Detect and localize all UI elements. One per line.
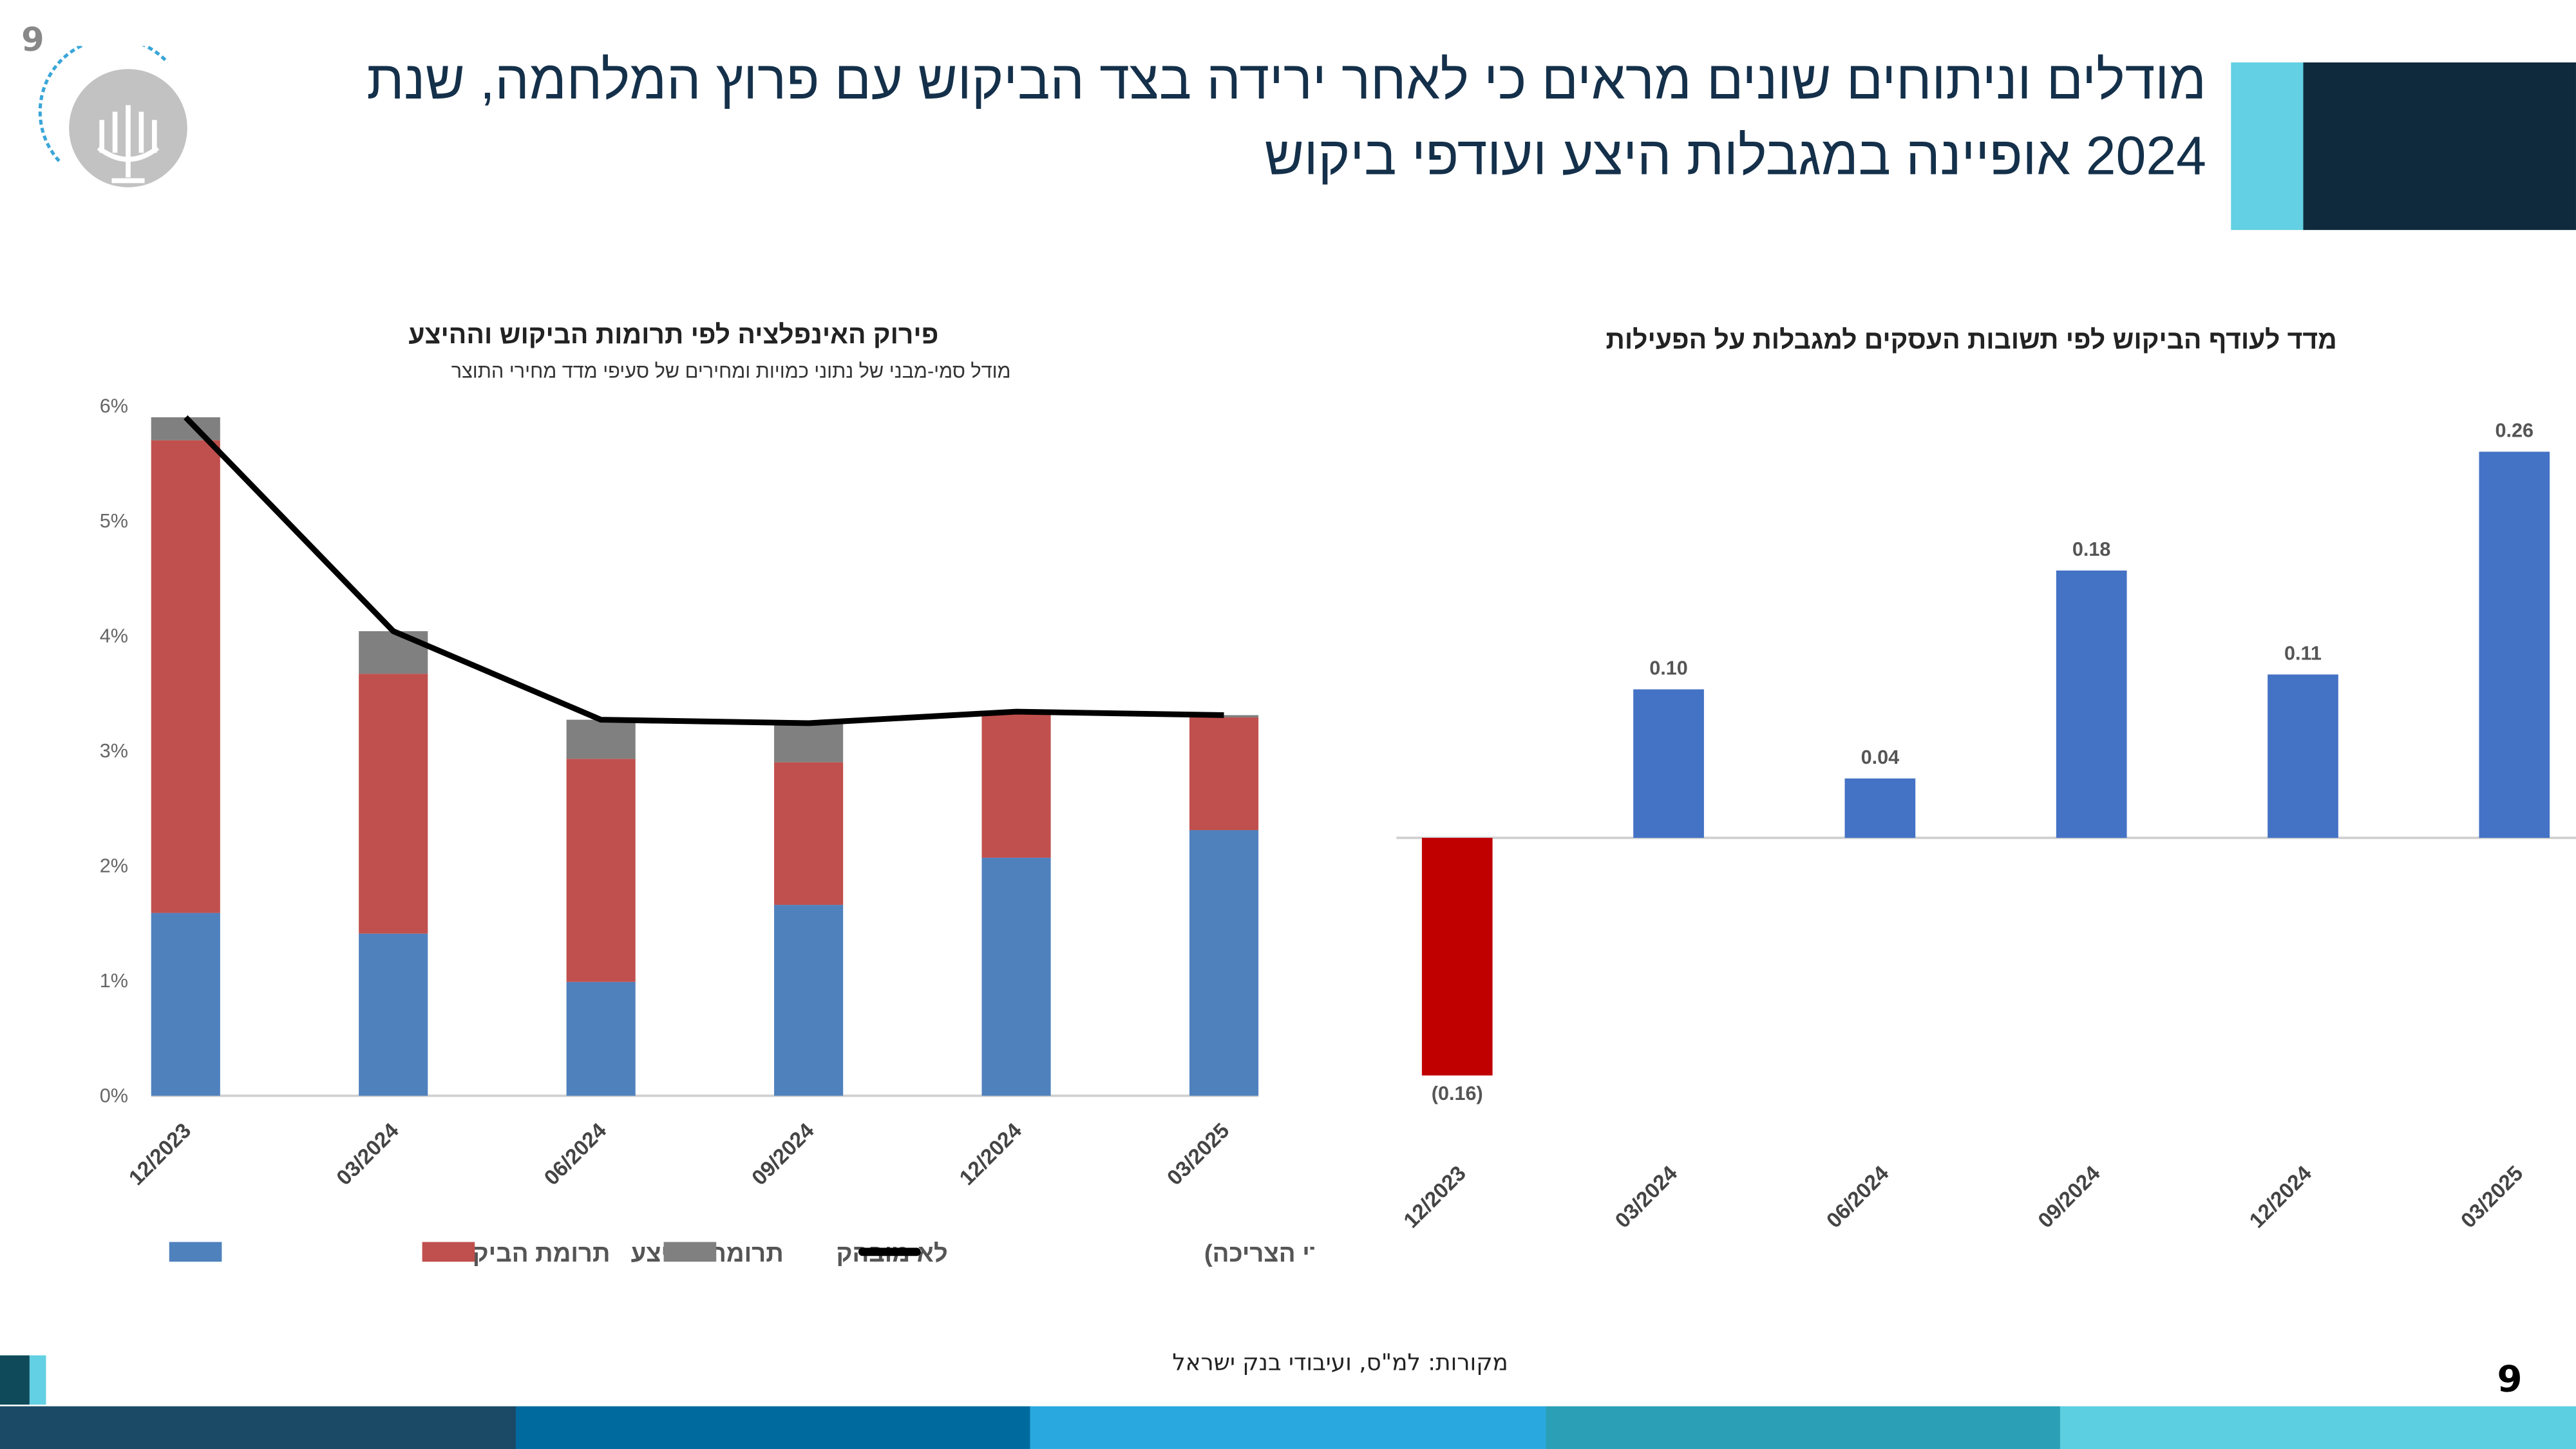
bar-segment (774, 905, 844, 1096)
bank-of-israel-logo (36, 37, 200, 202)
x-tick-label: 09/2024 (748, 1119, 819, 1190)
legend-swatch (169, 1242, 222, 1262)
y-tick-label: 0% (100, 1085, 128, 1107)
legend-swatch (663, 1242, 717, 1262)
bar-segment (359, 933, 428, 1096)
page-number-top: 9 (21, 19, 44, 59)
x-tick-label: 03/2025 (2456, 1161, 2528, 1233)
y-tick-label: 5% (100, 510, 128, 532)
bar (2268, 674, 2338, 838)
source-note: מקורות: למ"ס, ועיבודי בנק ישראל (1172, 1350, 1508, 1377)
data-label: 0.26 (2496, 419, 2534, 441)
right-chart: (0.16) 12/2023 0.10 03/2024 0.04 06/2024 0.18 0… (1396, 419, 2576, 1233)
right-chart-title: מדד לעודף הביקוש לפי תשובות העסקים למגבל… (1605, 327, 2337, 355)
data-label: 0.11 (2284, 642, 2322, 664)
page-title: מודלים וניתוחים שונים מראים כי לאחר יריד… (366, 49, 2206, 186)
bar-segment (981, 857, 1051, 1096)
bar-segment (566, 719, 636, 759)
data-label: (0.16) (1432, 1083, 1483, 1104)
left-chart-subtitle: מודל סמי-מבני של נתוני כמויות ומחירים של… (451, 359, 1011, 383)
y-tick-label: 2% (100, 855, 128, 877)
bar (1421, 838, 1493, 1075)
x-tick-label: 03/2024 (332, 1119, 404, 1190)
data-label: 0.18 (2072, 538, 2111, 560)
data-label: 0.10 (1649, 657, 1688, 679)
bar-segment (1189, 717, 1259, 831)
legend-swatch (422, 1242, 475, 1262)
data-label: 0.04 (1861, 746, 1900, 768)
bar-segment (981, 712, 1051, 858)
x-tick-label: 06/2024 (540, 1119, 611, 1190)
corner-accent (0, 1355, 30, 1405)
x-tick-label: 12/2023 (124, 1119, 196, 1190)
bar-segment (151, 440, 220, 913)
bar-segment (774, 762, 844, 905)
inflation-line (184, 415, 1224, 726)
x-tick-label: 12/2024 (2245, 1161, 2316, 1233)
y-tick-label: 1% (100, 970, 128, 992)
bar-segment (566, 759, 636, 982)
bar-segment (1189, 715, 1259, 718)
footer-stripe (0, 1406, 2576, 1449)
y-tick-label: 6% (100, 395, 128, 417)
bar-segment (359, 631, 428, 674)
x-tick-label: 06/2024 (1822, 1161, 1893, 1233)
y-tick-label: 4% (100, 625, 128, 647)
left-chart: 0% 1% 2% 3% 4% 5% 6% 12/2023 03/2024 06/2024 09/20… (100, 395, 1314, 1267)
bar-segment (774, 723, 844, 762)
legend-label: אינפלציה (מחירי הצריכה) (1204, 1240, 1314, 1267)
bar-segment (151, 913, 220, 1096)
bar (2479, 451, 2550, 838)
bar (2056, 570, 2127, 838)
x-tick-label: 12/2024 (955, 1119, 1027, 1190)
left-chart-title: פירוק האינפלציה לפי תרומות הביקוש וההיצע (408, 321, 939, 350)
corner-accent-cyan (29, 1355, 46, 1405)
y-tick-label: 3% (100, 740, 128, 762)
x-tick-label: 03/2024 (1611, 1161, 1682, 1233)
x-tick-label: 09/2024 (2034, 1161, 2105, 1233)
x-tick-label: 12/2023 (1399, 1161, 1471, 1233)
page-number-bottom: 9 (2497, 1360, 2523, 1402)
bar-segment (566, 981, 636, 1096)
x-tick-label: 03/2025 (1162, 1119, 1234, 1190)
bar-segment (1189, 830, 1259, 1096)
header-accent-cyan (2231, 62, 2304, 231)
bar-segment (359, 674, 428, 934)
header-accent-navy (2303, 62, 2576, 231)
bar (1633, 689, 1704, 838)
bar (1844, 778, 1916, 838)
